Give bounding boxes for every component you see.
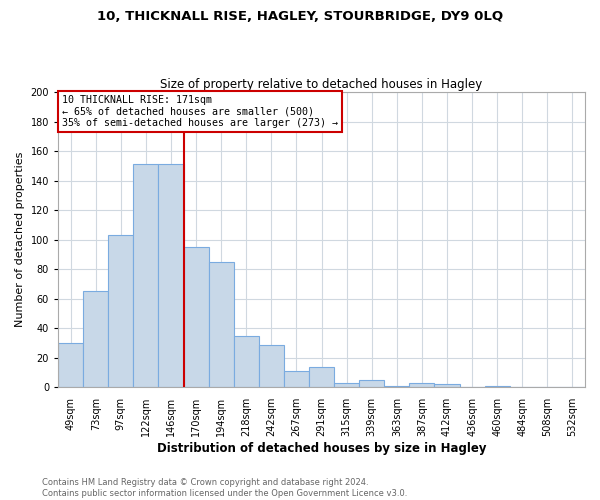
Bar (384, 386, 409, 388)
Title: Size of property relative to detached houses in Hagley: Size of property relative to detached ho… (160, 78, 482, 91)
Bar (184, 247, 209, 388)
X-axis label: Distribution of detached houses by size in Hagley: Distribution of detached houses by size … (157, 442, 486, 455)
Bar (434, 384, 460, 388)
Y-axis label: Number of detached properties: Number of detached properties (15, 152, 25, 328)
Bar (359, 380, 384, 388)
Bar (158, 164, 184, 388)
Bar (58, 343, 83, 388)
Bar (309, 366, 334, 388)
Bar (485, 386, 510, 388)
Text: 10, THICKNALL RISE, HAGLEY, STOURBRIDGE, DY9 0LQ: 10, THICKNALL RISE, HAGLEY, STOURBRIDGE,… (97, 10, 503, 23)
Text: 10 THICKNALL RISE: 171sqm
← 65% of detached houses are smaller (500)
35% of semi: 10 THICKNALL RISE: 171sqm ← 65% of detac… (62, 95, 338, 128)
Bar (334, 383, 359, 388)
Bar (234, 336, 259, 388)
Bar (133, 164, 158, 388)
Bar (209, 262, 234, 388)
Bar (83, 292, 108, 388)
Text: Contains HM Land Registry data © Crown copyright and database right 2024.
Contai: Contains HM Land Registry data © Crown c… (42, 478, 407, 498)
Bar (284, 371, 309, 388)
Bar (108, 236, 133, 388)
Bar (259, 344, 284, 388)
Bar (409, 383, 434, 388)
